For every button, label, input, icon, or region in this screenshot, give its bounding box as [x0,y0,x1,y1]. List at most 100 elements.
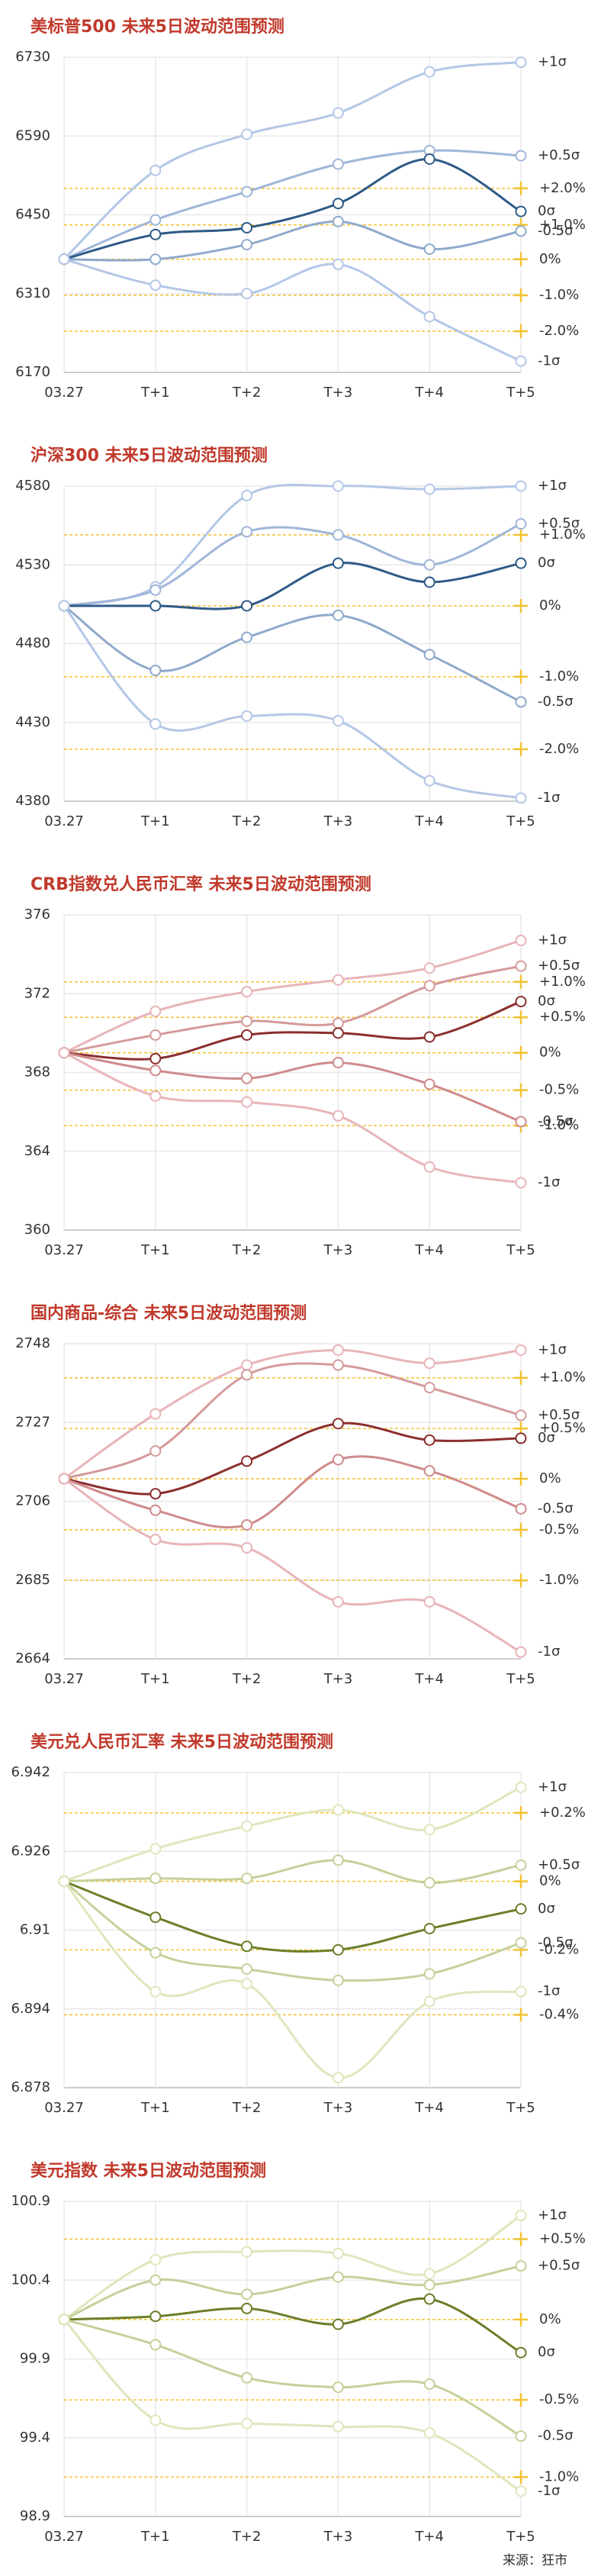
y-tick-label: 6.942 [11,1764,50,1780]
series-label: -1σ [538,353,560,369]
chart-title: 美标普500 未来5日波动范围预测 [31,17,284,37]
reference-marker [514,1045,528,1060]
x-tick-label: 03.27 [44,2100,84,2116]
point [241,1096,253,1108]
chart-title: CRB指数兑人民币汇率 未来5日波动范围预测 [31,874,371,894]
point [332,1943,344,1956]
point [515,56,527,69]
series-label: +0.5σ [538,2258,580,2274]
point [332,1109,344,1122]
point [332,1359,344,1371]
point [149,2253,162,2265]
point [515,1177,527,1189]
point [149,718,162,730]
reference-marker [514,2393,528,2407]
point [515,557,527,569]
point [241,2246,253,2258]
point [515,2430,527,2442]
y-tick-label: 6.91 [20,1922,50,1938]
point [332,1804,344,1816]
point [332,2381,344,2394]
series-line [63,1880,522,1953]
series-label: +0.5σ [538,147,580,163]
x-tick-label: T+5 [506,1242,535,1258]
series-label: +1σ [538,54,567,70]
point [332,557,344,569]
point [423,1161,435,1173]
point [423,1465,435,1477]
series-line [63,604,522,704]
point [241,239,253,251]
point [149,279,162,291]
point [423,1596,435,1608]
point [423,243,435,255]
y-tick-label: 99.4 [20,2429,50,2446]
y-tick-label: 4430 [15,714,50,730]
series-label: 0σ [538,555,555,571]
point [332,715,344,727]
point [515,225,527,237]
point [149,1872,162,1885]
reference-label: -1.0% [539,2468,579,2484]
point [423,66,435,78]
point [423,483,435,495]
x-tick-label: T+2 [232,813,262,829]
point [423,1877,435,1889]
reference-label: 0% [539,597,561,613]
point [149,1534,162,1546]
y-tick-label: 360 [24,1222,50,1238]
reference-label: -0.5% [539,1082,579,1098]
y-tick-label: 2748 [15,1335,50,1351]
point [332,2072,344,2084]
source: 来源：狂市 [503,2553,567,2568]
reference-marker [514,1010,528,1025]
point [332,1027,344,1039]
point [423,2293,435,2305]
point [149,2310,162,2323]
series-line [63,523,522,607]
x-tick-label: T+3 [323,813,353,829]
reference-marker [514,528,528,543]
y-tick-label: 376 [24,906,50,923]
point [332,1974,344,1986]
point [241,288,253,300]
series-line [63,1362,522,1480]
y-tick-label: 4480 [15,636,50,652]
x-tick-label: T+3 [323,1671,353,1687]
point [423,1923,435,1935]
series-label: +0.5σ [538,1407,580,1423]
reference-label: 0% [539,1045,561,1061]
point [332,1344,344,1356]
point [241,1978,253,1990]
series-label: 0σ [538,2344,555,2360]
reference-marker [514,1874,528,1889]
reference-label: +0.5% [539,1009,586,1025]
series-line [63,2265,522,2321]
point [241,128,253,140]
reference-marker [514,598,528,613]
series-line [63,964,522,1055]
point [423,1968,435,1980]
point [423,1031,435,1043]
series-line [63,157,522,261]
x-tick-label: T+2 [232,1671,262,1687]
point [423,2268,435,2280]
point [332,1454,344,1466]
point [515,996,527,1008]
series-line [63,1000,522,1061]
point [149,1052,162,1064]
point [332,1418,344,1430]
series-line [63,258,522,362]
series-line [63,1859,522,1885]
series-line [63,1348,522,1480]
series-line [63,1455,522,1529]
point [241,1072,253,1084]
reference-marker [514,2008,528,2022]
point [515,2346,527,2359]
point [241,1518,253,1531]
point [332,258,344,270]
series-label: +0.5σ [538,1856,580,1872]
point [149,214,162,226]
point [241,185,253,198]
